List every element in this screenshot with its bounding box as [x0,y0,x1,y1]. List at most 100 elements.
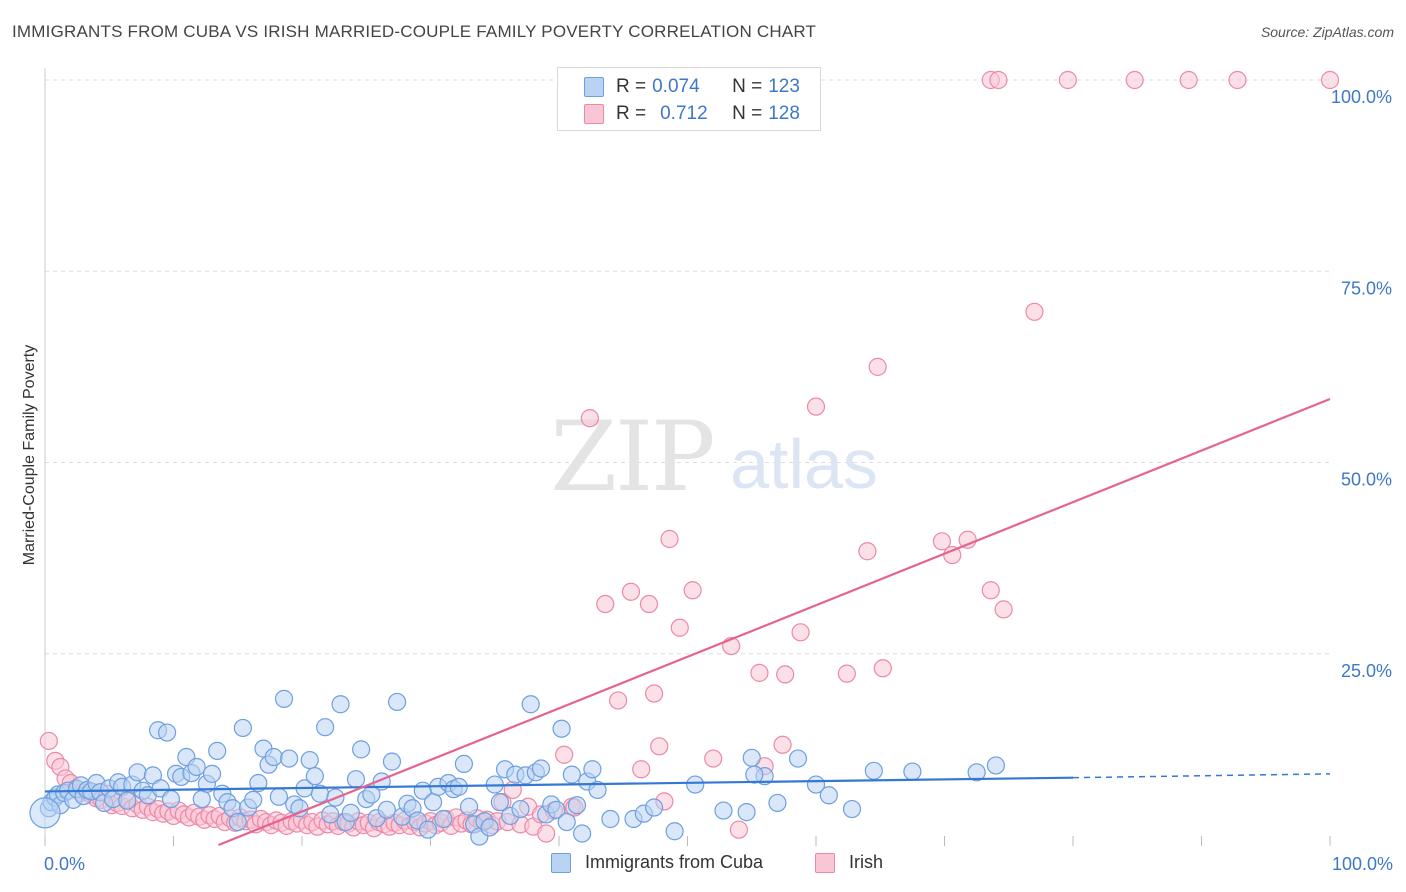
cuba-point [583,760,602,779]
series-legend-irish[interactable]: Irish [815,852,883,873]
cuba-point [531,759,551,778]
legend-r-label: R = [616,76,647,97]
irish-point [837,664,856,683]
series-name-irish: Irish [849,852,884,872]
series-name-cuba: Immigrants from Cuba [585,852,764,872]
cuba-point [557,812,576,832]
legend-n-label: N = [732,76,763,97]
cuba-point [434,809,453,829]
irish-point [1125,70,1144,90]
cuba-point [742,748,761,767]
irish-point [555,745,574,764]
legend-r-value-irish: 0.712 [660,103,708,124]
irish-point [776,665,795,684]
irish-point [704,749,723,768]
cuba-point [228,812,247,832]
cuba-point [903,762,922,781]
irish-point [39,731,58,751]
cuba-point [588,780,607,800]
tick-labels: 100.0% 75.0% 50.0% 25.0% 0.0% 100.0% [44,87,1393,874]
cuba-point [665,822,684,841]
cuba-point [118,791,137,810]
irish-point [958,530,977,549]
x-tick-label-max: 100.0% [1332,854,1393,874]
cuba-point [567,796,587,815]
cuba-point [208,741,227,761]
grid-lines [45,79,1330,655]
cuba-point [511,799,530,819]
cuba-point [233,718,252,738]
watermark: ZIP atlas [550,401,878,513]
cuba-point [459,797,479,816]
cuba-point [573,824,592,843]
cuba-point [202,764,222,783]
series-swatch-irish [815,852,835,873]
cuba-point [192,789,211,809]
cuba-point [745,765,764,784]
cuba-point [864,761,883,780]
cuba-point [157,723,177,742]
cuba-point [480,818,499,837]
y-tick-label-75: 75.0% [1341,278,1392,298]
cuba-point [819,786,838,805]
cuba-point [161,789,181,809]
irish-point [806,397,826,416]
cuba-point [274,689,294,708]
irish-point [621,582,641,601]
cuba-point [264,747,283,767]
cuba-point [986,756,1006,775]
cuba-point [686,775,705,794]
cuba-point [552,719,571,738]
cuba-point [768,793,787,813]
cuba-point [331,695,350,714]
irish-point [670,618,689,637]
cuba-point [382,752,402,771]
irish-point [868,357,887,376]
cuba-point [341,803,360,822]
irish-point [632,760,651,779]
irish-point [873,659,892,678]
cuba-point [346,770,366,789]
legend-r-label: R = [616,103,647,124]
cuba-point [316,718,335,737]
cuba-point [128,763,147,782]
irish-point [1058,70,1077,90]
irish-point [609,691,628,710]
irish-point [660,529,679,549]
source-label: Source: ZipAtlas.com [1260,24,1394,40]
cuba-point-large [29,797,61,829]
cuba-point [187,757,206,777]
axes [44,68,1331,846]
cuba-point [300,750,319,770]
legend-n-value-cuba: 123 [768,76,800,97]
x-tick-label-min: 0.0% [44,854,85,874]
cuba-point [547,800,566,819]
series-legend: Immigrants from Cuba Irish [0,852,1406,876]
irish-point [537,824,556,843]
irish-point [503,780,522,800]
cuba-point [788,749,808,768]
legend-n-value-irish: 128 [768,103,800,124]
series-legend-cuba[interactable]: Immigrants from Cuba [551,852,763,873]
cuba-point [249,773,268,793]
trend-lines [44,397,1331,847]
chart-title: IMMIGRANTS FROM CUBA VS IRISH MARRIED-CO… [12,22,817,41]
cuba-point [454,754,474,774]
cuba-point [418,820,438,839]
cuba-point [280,749,299,768]
cuba-point [714,801,733,820]
watermark-atlas: atlas [730,425,878,503]
cuba-point [601,809,620,829]
irish-point [858,542,877,561]
irish-point [729,820,749,839]
irish-point [683,581,702,600]
cuba-point [305,767,324,786]
legend-row-irish: R = 0.712 N = 128 [584,103,800,125]
cuba-points [29,689,1006,846]
irish-point [932,532,952,551]
legend-swatch-cuba [584,77,604,97]
cuba-point [967,763,986,782]
legend-r-value-cuba: 0.074 [652,76,700,97]
y-tick-label-25: 25.0% [1341,661,1392,681]
irish-point [1179,70,1198,90]
